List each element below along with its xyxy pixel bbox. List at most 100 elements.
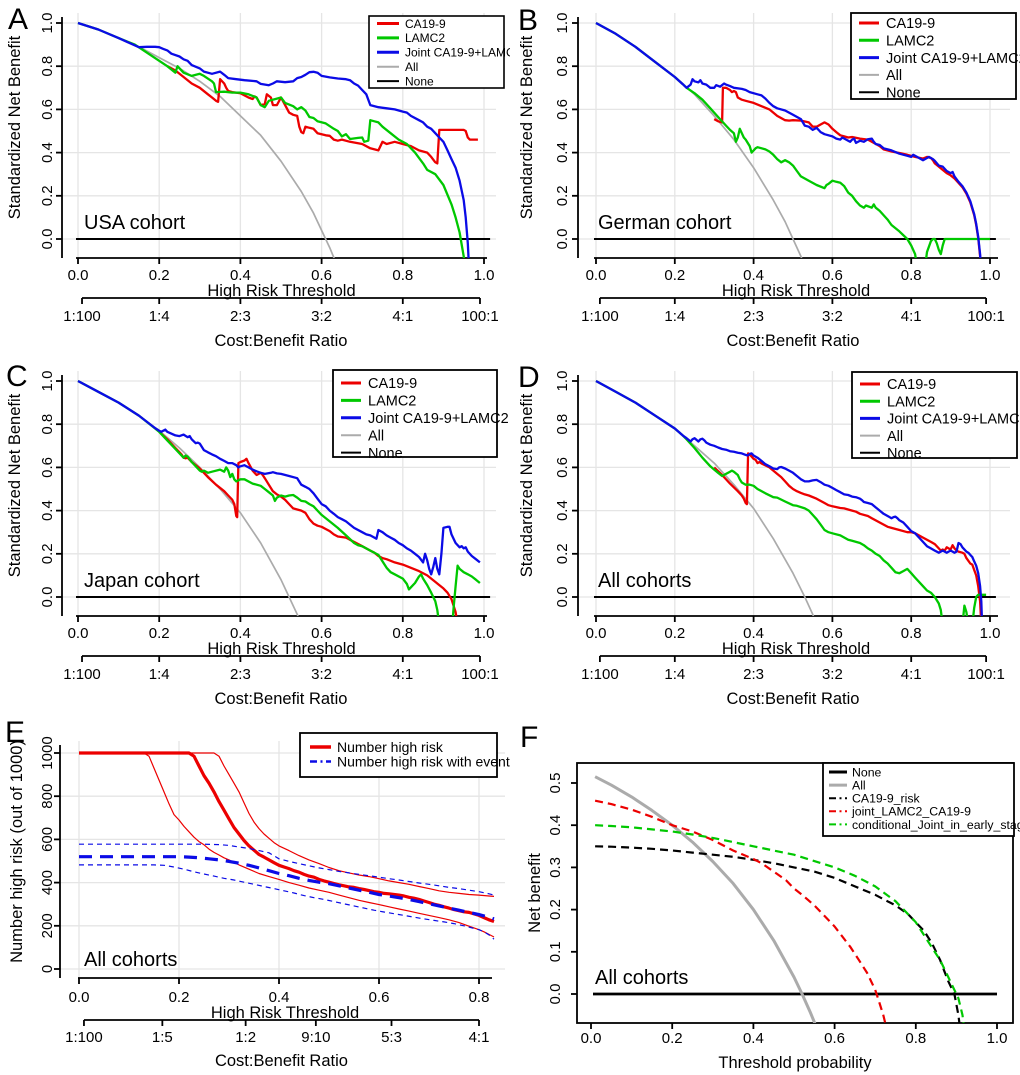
cost-tick-label: 1:100 — [65, 1029, 103, 1046]
legend-box — [822, 762, 1015, 837]
y-tick-label: 0.2 — [547, 899, 564, 920]
legend-label: Joint CA19-9+LAMC2 — [887, 412, 1020, 428]
y-tick-label: 600 — [39, 827, 56, 852]
x-tick-label: 0.0 — [586, 267, 607, 284]
cost-tick-label: 4:1 — [392, 308, 413, 325]
x-axis-label: High Risk Threshold — [211, 1004, 359, 1022]
y-axis-label: Standardized Net Benefit — [518, 393, 536, 577]
legend-label: None — [368, 446, 403, 462]
x-axis-label: High Risk Threshold — [207, 640, 355, 658]
y-tick-label: 0.2 — [39, 543, 56, 564]
legend-label: CA19-9 — [405, 17, 446, 31]
legend-label: conditional_Joint_in_early_stage — [852, 818, 1020, 832]
panel-letter: F — [520, 721, 538, 754]
x-tick-label: 1.0 — [474, 267, 495, 284]
series-joint-ca19-9-lamc2 — [77, 21, 470, 258]
cohort-annotation: German cohort — [598, 212, 732, 234]
x-tick-label: 0.8 — [901, 625, 922, 642]
cost-tick-label: 1:100 — [581, 666, 619, 683]
series-all — [594, 775, 817, 1023]
legend-box — [299, 732, 498, 778]
legend-label: Number high risk — [337, 739, 444, 755]
legend-label: None — [886, 85, 921, 101]
series-number-high-risk-with-event-upper-ci — [79, 843, 495, 896]
x-tick-label: 0.0 — [586, 625, 607, 642]
x-tick-label: 0.2 — [664, 267, 685, 284]
legend-label: LAMC2 — [368, 394, 416, 410]
cost-tick-label: 1:4 — [149, 308, 170, 325]
cost-tick-label: 1:100 — [63, 308, 101, 325]
series-joint-ca19-9-lamc2 — [77, 379, 481, 576]
series-group — [79, 751, 495, 940]
x-tick-label: 0.8 — [469, 989, 490, 1006]
cost-tick-label: 1:5 — [152, 1029, 173, 1046]
series-group — [76, 379, 491, 616]
series-number-high-risk — [79, 751, 495, 924]
y-tick-label: 0.1 — [547, 941, 564, 962]
x-tick-label: 0.4 — [230, 267, 251, 284]
series-group — [594, 379, 996, 616]
legend-box — [851, 371, 1018, 459]
x-axis-label: High Risk Threshold — [722, 640, 870, 658]
series-number-high-risk-lower-ci — [79, 752, 495, 938]
y-tick-label: 1.0 — [39, 13, 56, 34]
y-tick-label: 0.8 — [554, 414, 571, 435]
series-lamc2 — [595, 379, 987, 616]
y-tick-label: 0.0 — [554, 587, 571, 608]
y-tick-label: 0.4 — [554, 142, 571, 163]
legend-label: CA19-9 — [368, 376, 417, 392]
x-tick-label: 0.4 — [269, 989, 290, 1006]
cost-axis-label: Cost:Benefit Ratio — [215, 690, 348, 708]
x-tick-label: 0.2 — [662, 1030, 683, 1047]
y-tick-label: 0.6 — [39, 99, 56, 120]
cost-tick-label: 1:4 — [664, 308, 685, 325]
cost-tick-label: 5:3 — [381, 1029, 402, 1046]
panel-A-chart: 0.0 0.2 0.4 0.6 0.8 1.0 0.0 0.2 0.4 0.6 0.8 1.0 High… — [6, 3, 510, 350]
cost-axis-label: Cost:Benefit Ratio — [215, 332, 348, 350]
x-tick-label: 0.6 — [311, 625, 332, 642]
legend-label: None — [887, 446, 922, 462]
legend-label: All — [887, 429, 903, 445]
cost-axis-label: Cost:Benefit Ratio — [215, 1052, 348, 1070]
x-tick-label: 0.2 — [149, 625, 170, 642]
cost-tick-label: 100:1 — [461, 308, 499, 325]
cost-tick-label: 2:3 — [743, 308, 764, 325]
cost-axis-label: Cost:Benefit Ratio — [727, 332, 860, 350]
y-tick-label: 200 — [39, 913, 56, 938]
x-tick-label: 0.4 — [743, 1030, 764, 1047]
x-tick-label: 0.8 — [905, 1030, 926, 1047]
legend-label: joint_LAMC2_CA19-9 — [851, 805, 971, 819]
y-tick-label: 800 — [39, 784, 56, 809]
panel-D-chart: 0.0 0.2 0.4 0.6 0.8 1.0 0.0 0.2 0.4 0.6 0.8 1.0 High… — [518, 361, 1020, 708]
y-tick-label: 0.0 — [554, 229, 571, 250]
y-tick-label: 0.6 — [39, 457, 56, 478]
legend-label: Joint CA19-9+LAMC2 — [405, 46, 510, 60]
legend-label: All — [405, 60, 418, 74]
x-axis-label: High Risk Threshold — [722, 282, 870, 300]
x-tick-label: 1.0 — [980, 625, 1001, 642]
legend-box — [332, 369, 498, 458]
legend-label: Number high risk with event — [337, 754, 510, 770]
panel-E-chart: 0.0 0.2 0.4 0.6 0.8 0 200 400 600 800 1000 High Ris… — [5, 716, 510, 1070]
cost-tick-label: 3:2 — [311, 308, 332, 325]
y-tick-label: 0.6 — [554, 457, 571, 478]
cost-tick-label: 2:3 — [230, 666, 251, 683]
y-tick-label: 0.0 — [39, 229, 56, 250]
series-ca19-9 — [166, 65, 478, 165]
legend-label: Joint CA19-9+LAMC2 — [368, 411, 509, 427]
legend-label: All — [852, 779, 866, 793]
x-tick-label: 0.4 — [743, 625, 764, 642]
y-tick-label: 1.0 — [554, 13, 571, 34]
series-number-high-risk-with-event-lower-ci — [79, 864, 495, 940]
y-tick-label: 0.4 — [554, 500, 571, 521]
cost-tick-label: 1:4 — [149, 666, 170, 683]
series-ca19-9 — [713, 86, 982, 258]
cost-tick-label: 1:100 — [581, 308, 619, 325]
cost-tick-label: 4:1 — [469, 1029, 490, 1046]
cost-tick-label: 4:1 — [392, 666, 413, 683]
x-tick-label: 1.0 — [987, 1030, 1008, 1047]
series-group — [76, 21, 491, 258]
panel-F-chart: 0.0 0.2 0.4 0.6 0.8 1.0 0.0 0.1 0.2 0.3 0.4 0.5 Thre… — [520, 721, 1020, 1072]
series-group — [594, 21, 996, 258]
series-joint-ca19-9-lamc2 — [595, 21, 982, 258]
